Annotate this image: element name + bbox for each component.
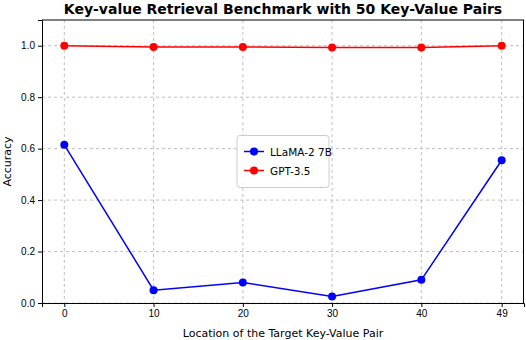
x-axis: 0 10 20 30 40 49 xyxy=(43,303,525,319)
y-tick-mark xyxy=(38,200,42,201)
x-axis-line xyxy=(43,304,525,308)
x-tick: 30 xyxy=(327,303,339,319)
grid-line-x xyxy=(332,20,333,303)
x-tick-mark xyxy=(154,303,155,307)
x-tick-label: 20 xyxy=(238,308,250,319)
legend-box xyxy=(237,136,329,188)
series-marker xyxy=(417,276,425,284)
y-tick-label: 1.0 xyxy=(21,40,35,51)
x-tick-label: 30 xyxy=(327,308,339,319)
x-tick: 10 xyxy=(149,303,161,319)
series-marker xyxy=(328,44,336,52)
series-line xyxy=(64,145,501,297)
plot-area: 0 10 20 30 40 49 0.0 0.2 0.4 0.6 0.8 1.0 LLaMA-2 7B G… xyxy=(21,20,524,319)
x-tick: 40 xyxy=(416,303,428,319)
y-tick-label: 0.4 xyxy=(21,195,35,206)
grid-line-x xyxy=(153,20,154,303)
x-axis-title: Location of the Target Key-Value Pair xyxy=(183,327,384,340)
series-marker xyxy=(239,43,247,51)
y-tick: 0.6 xyxy=(21,143,42,154)
x-tick-mark xyxy=(502,303,503,307)
y-tick-label: 0.6 xyxy=(21,143,35,154)
grid-line-y xyxy=(42,200,524,201)
y-tick-label: 0.0 xyxy=(21,298,35,309)
legend-marker xyxy=(250,148,258,156)
y-tick-mark xyxy=(38,149,42,150)
x-tick: 0 xyxy=(62,303,68,319)
series-line xyxy=(64,46,501,48)
y-tick: 0.0 xyxy=(21,298,42,309)
grid-line-y xyxy=(42,251,524,252)
y-tick-mark xyxy=(38,46,42,47)
series-marker xyxy=(239,278,247,286)
grid-line-x xyxy=(64,20,65,303)
legend-label: LLaMA-2 7B xyxy=(270,146,332,158)
y-tick-mark xyxy=(38,97,42,98)
y-axis: 0.0 0.2 0.4 0.6 0.8 1.0 xyxy=(21,21,42,309)
x-tick-mark xyxy=(421,303,422,307)
y-tick-mark xyxy=(38,252,42,253)
legend-marker xyxy=(250,167,258,175)
y-axis-title: Accuracy xyxy=(1,136,14,187)
x-tick: 49 xyxy=(497,303,509,319)
series-marker xyxy=(498,42,506,50)
y-tick-label: 0.8 xyxy=(21,92,35,103)
grid xyxy=(42,20,524,303)
series-marker xyxy=(150,43,158,51)
x-tick-label: 40 xyxy=(416,308,428,319)
y-tick: 1.0 xyxy=(21,40,42,51)
legend-label: GPT-3.5 xyxy=(270,165,310,177)
frame-right xyxy=(523,20,524,303)
frame-top xyxy=(42,20,524,21)
x-tick: 20 xyxy=(238,303,250,319)
x-tick-label: 49 xyxy=(497,308,509,319)
data-layer xyxy=(60,42,505,301)
series-marker xyxy=(60,42,68,50)
x-tick-mark xyxy=(243,303,244,307)
y-tick-label: 0.2 xyxy=(21,246,35,257)
plot-background xyxy=(42,20,524,303)
grid-line-y xyxy=(42,97,524,98)
x-tick-mark xyxy=(332,303,333,307)
series-marker xyxy=(60,141,68,149)
x-tick-label: 10 xyxy=(149,308,161,319)
series-marker xyxy=(417,44,425,52)
title: Key-value Retrieval Benchmark with 50 Ke… xyxy=(64,1,502,17)
x-tick-label: 0 xyxy=(62,308,68,319)
y-tick-mark xyxy=(38,303,42,304)
chart: 0 10 20 30 40 49 0.0 0.2 0.4 0.6 0.8 1.0 LLaMA-2 7B G… xyxy=(0,0,526,340)
y-tick: 0.4 xyxy=(21,195,42,206)
y-tick: 0.2 xyxy=(21,246,42,257)
grid-line-x xyxy=(421,20,422,303)
y-axis-line xyxy=(38,21,43,304)
y-tick: 0.8 xyxy=(21,92,42,103)
legend: LLaMA-2 7B GPT-3.5 xyxy=(237,136,332,188)
series-marker xyxy=(150,286,158,294)
series-marker xyxy=(328,293,336,301)
x-tick-mark xyxy=(64,303,65,307)
series-marker xyxy=(498,156,506,164)
